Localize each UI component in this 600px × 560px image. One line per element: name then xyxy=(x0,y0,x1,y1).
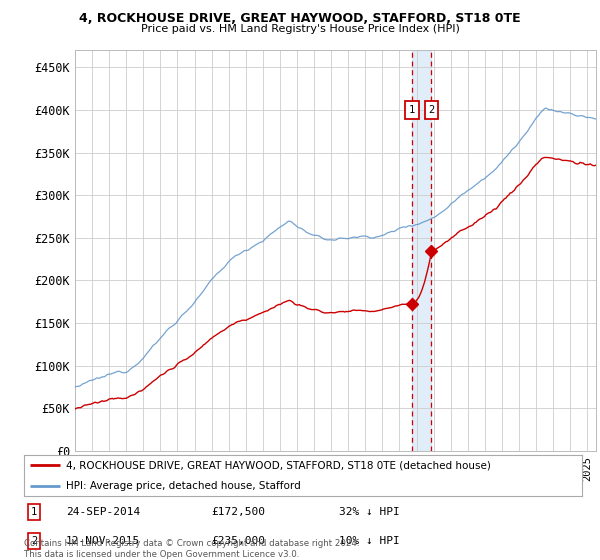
Text: 24-SEP-2014: 24-SEP-2014 xyxy=(66,507,140,517)
Bar xyxy=(412,50,431,451)
Text: HPI: Average price, detached house, Stafford: HPI: Average price, detached house, Staf… xyxy=(66,480,301,491)
Text: 4, ROCKHOUSE DRIVE, GREAT HAYWOOD, STAFFORD, ST18 0TE (detached house): 4, ROCKHOUSE DRIVE, GREAT HAYWOOD, STAFF… xyxy=(66,460,491,470)
Text: 1: 1 xyxy=(31,507,37,517)
Text: 4, ROCKHOUSE DRIVE, GREAT HAYWOOD, STAFFORD, ST18 0TE: 4, ROCKHOUSE DRIVE, GREAT HAYWOOD, STAFF… xyxy=(79,12,521,25)
Text: 10% ↓ HPI: 10% ↓ HPI xyxy=(339,536,400,547)
Text: 2: 2 xyxy=(428,105,434,115)
Text: 32% ↓ HPI: 32% ↓ HPI xyxy=(339,507,400,517)
Text: 1: 1 xyxy=(409,105,415,115)
Text: Contains HM Land Registry data © Crown copyright and database right 2024.
This d: Contains HM Land Registry data © Crown c… xyxy=(24,539,359,559)
Text: £235,000: £235,000 xyxy=(211,536,265,547)
Text: 12-NOV-2015: 12-NOV-2015 xyxy=(66,536,140,547)
Text: 2: 2 xyxy=(31,536,37,547)
Text: Price paid vs. HM Land Registry's House Price Index (HPI): Price paid vs. HM Land Registry's House … xyxy=(140,24,460,34)
Text: £172,500: £172,500 xyxy=(211,507,265,517)
